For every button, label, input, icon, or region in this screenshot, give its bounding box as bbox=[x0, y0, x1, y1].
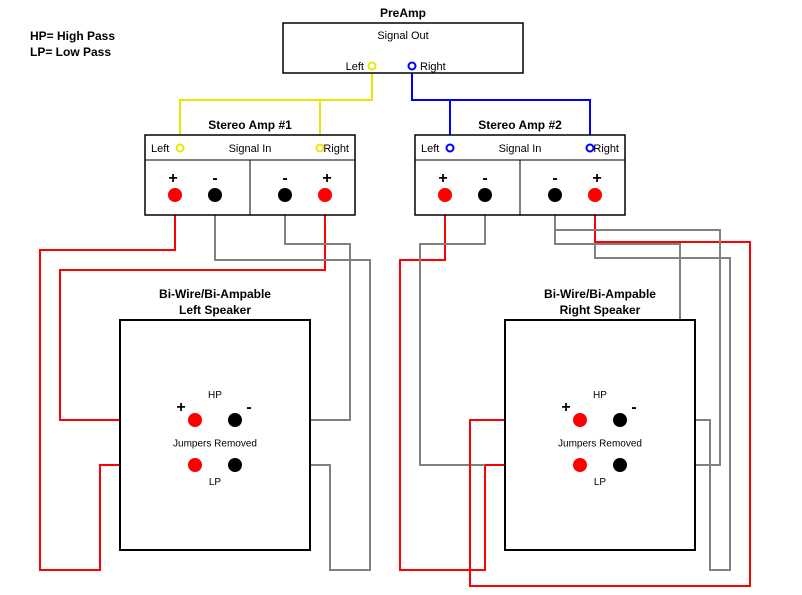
speaker-title-1: Bi-Wire/Bi-Ampable bbox=[159, 287, 271, 301]
amp-sig-left bbox=[177, 145, 184, 152]
terminal bbox=[318, 188, 332, 202]
preamp-subtitle: Signal Out bbox=[377, 30, 428, 42]
preamp-title: PreAmp bbox=[380, 6, 426, 20]
plus-sign: + bbox=[168, 170, 177, 187]
terminal bbox=[573, 413, 587, 427]
amp-title: Stereo Amp #1 bbox=[208, 118, 292, 132]
minus-sign: - bbox=[552, 170, 557, 187]
plus-sign: + bbox=[176, 399, 185, 416]
jumpers-label: Jumpers Removed bbox=[173, 439, 257, 450]
hp-label: HP bbox=[208, 390, 222, 401]
speaker-box bbox=[505, 320, 695, 550]
amp-subtitle: Signal In bbox=[499, 143, 542, 155]
terminal bbox=[573, 458, 587, 472]
speaker-title-2: Right Speaker bbox=[560, 303, 641, 317]
terminal bbox=[278, 188, 292, 202]
amp-sig-right bbox=[317, 145, 324, 152]
legend-lp: LP= Low Pass bbox=[30, 45, 111, 59]
jumpers-label: Jumpers Removed bbox=[558, 439, 642, 450]
hp-label: HP bbox=[593, 390, 607, 401]
terminal bbox=[188, 458, 202, 472]
terminal bbox=[548, 188, 562, 202]
terminal bbox=[438, 188, 452, 202]
amp-right-label: Right bbox=[593, 143, 619, 155]
amp-right-label: Right bbox=[323, 143, 349, 155]
terminal bbox=[478, 188, 492, 202]
lp-label: LP bbox=[209, 477, 222, 488]
plus-sign: + bbox=[322, 170, 331, 187]
amp-title: Stereo Amp #2 bbox=[478, 118, 562, 132]
minus-sign: - bbox=[631, 399, 636, 416]
legend-hp: HP= High Pass bbox=[30, 29, 115, 43]
plus-sign: + bbox=[438, 170, 447, 187]
speaker-box bbox=[120, 320, 310, 550]
amp-left-label: Left bbox=[421, 143, 439, 155]
preamp-left-label: Left bbox=[346, 61, 364, 73]
minus-sign: - bbox=[482, 170, 487, 187]
speaker-title-1: Bi-Wire/Bi-Ampable bbox=[544, 287, 656, 301]
terminal bbox=[613, 458, 627, 472]
preamp-left-port bbox=[369, 63, 376, 70]
minus-sign: - bbox=[246, 399, 251, 416]
speaker-title-2: Left Speaker bbox=[179, 303, 251, 317]
terminal bbox=[613, 413, 627, 427]
amp-sig-left bbox=[447, 145, 454, 152]
minus-sign: - bbox=[212, 170, 217, 187]
lp-label: LP bbox=[594, 477, 607, 488]
terminal bbox=[208, 188, 222, 202]
plus-sign: + bbox=[592, 170, 601, 187]
amp-sig-right bbox=[587, 145, 594, 152]
terminal bbox=[168, 188, 182, 202]
preamp-right-label: Right bbox=[420, 61, 446, 73]
terminal bbox=[188, 413, 202, 427]
terminal bbox=[228, 413, 242, 427]
terminal bbox=[228, 458, 242, 472]
amp-subtitle: Signal In bbox=[229, 143, 272, 155]
amp-left-label: Left bbox=[151, 143, 169, 155]
terminal bbox=[588, 188, 602, 202]
wire bbox=[420, 195, 485, 465]
preamp-right-port bbox=[409, 63, 416, 70]
minus-sign: - bbox=[282, 170, 287, 187]
plus-sign: + bbox=[561, 399, 570, 416]
